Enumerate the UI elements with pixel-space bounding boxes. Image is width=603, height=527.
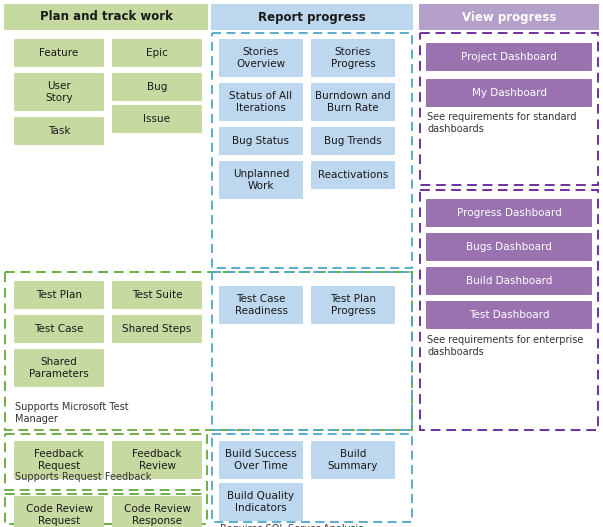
FancyBboxPatch shape bbox=[219, 441, 303, 479]
Text: Burndown and
Burn Rate: Burndown and Burn Rate bbox=[315, 91, 391, 113]
Text: Requires SQL Server Analysis
Services and Reporting Services: Requires SQL Server Analysis Services an… bbox=[220, 524, 377, 527]
Bar bbox=[5, 434, 207, 490]
Text: Feature: Feature bbox=[39, 48, 78, 58]
Text: Test Dashboard: Test Dashboard bbox=[469, 310, 549, 320]
FancyBboxPatch shape bbox=[4, 4, 208, 30]
FancyBboxPatch shape bbox=[219, 83, 303, 121]
FancyBboxPatch shape bbox=[14, 73, 104, 111]
FancyBboxPatch shape bbox=[14, 117, 104, 145]
FancyBboxPatch shape bbox=[219, 127, 303, 155]
FancyBboxPatch shape bbox=[311, 286, 395, 324]
Text: Stories
Progress: Stories Progress bbox=[330, 47, 376, 69]
FancyBboxPatch shape bbox=[14, 496, 104, 527]
FancyBboxPatch shape bbox=[311, 83, 395, 121]
Text: Test Case
Readiness: Test Case Readiness bbox=[235, 294, 288, 316]
Bar bbox=[212, 33, 412, 268]
FancyBboxPatch shape bbox=[219, 483, 303, 521]
FancyBboxPatch shape bbox=[311, 441, 395, 479]
FancyBboxPatch shape bbox=[426, 301, 592, 329]
Text: Bugs Dashboard: Bugs Dashboard bbox=[466, 242, 552, 252]
Text: Shared
Parameters: Shared Parameters bbox=[29, 357, 89, 379]
Text: Code Review
Request: Code Review Request bbox=[25, 504, 92, 526]
FancyBboxPatch shape bbox=[311, 39, 395, 77]
Text: Report progress: Report progress bbox=[258, 11, 366, 24]
FancyBboxPatch shape bbox=[211, 4, 413, 30]
Text: Plan and track work: Plan and track work bbox=[40, 11, 172, 24]
FancyBboxPatch shape bbox=[112, 281, 202, 309]
Text: Bug: Bug bbox=[147, 82, 167, 92]
Text: Code Review
Response: Code Review Response bbox=[124, 504, 191, 526]
FancyBboxPatch shape bbox=[311, 161, 395, 189]
FancyBboxPatch shape bbox=[219, 39, 303, 77]
FancyBboxPatch shape bbox=[14, 315, 104, 343]
FancyBboxPatch shape bbox=[426, 79, 592, 107]
Bar bbox=[420, 190, 598, 430]
FancyBboxPatch shape bbox=[14, 39, 104, 67]
Text: Test Plan: Test Plan bbox=[36, 290, 82, 300]
FancyBboxPatch shape bbox=[426, 267, 592, 295]
Text: User
Story: User Story bbox=[45, 81, 73, 103]
FancyBboxPatch shape bbox=[419, 4, 599, 30]
Text: Bug Trends: Bug Trends bbox=[324, 136, 382, 146]
FancyBboxPatch shape bbox=[426, 199, 592, 227]
FancyBboxPatch shape bbox=[311, 127, 395, 155]
Bar bbox=[420, 33, 598, 185]
Text: Reactivations: Reactivations bbox=[318, 170, 388, 180]
Text: Test Case: Test Case bbox=[34, 324, 84, 334]
Text: Build Success
Over Time: Build Success Over Time bbox=[225, 449, 297, 471]
Text: Unplanned
Work: Unplanned Work bbox=[233, 169, 289, 191]
FancyBboxPatch shape bbox=[112, 39, 202, 67]
Text: Status of All
Iterations: Status of All Iterations bbox=[229, 91, 292, 113]
Text: Project Dashboard: Project Dashboard bbox=[461, 52, 557, 62]
FancyBboxPatch shape bbox=[112, 441, 202, 479]
Text: Issue: Issue bbox=[144, 114, 171, 124]
Text: Build Quality
Indicators: Build Quality Indicators bbox=[227, 491, 294, 513]
FancyBboxPatch shape bbox=[219, 286, 303, 324]
Bar bbox=[212, 272, 412, 430]
Text: Build Dashboard: Build Dashboard bbox=[466, 276, 552, 286]
FancyBboxPatch shape bbox=[14, 441, 104, 479]
Text: Progress Dashboard: Progress Dashboard bbox=[456, 208, 561, 218]
Text: Supports Request Feedback: Supports Request Feedback bbox=[15, 472, 151, 482]
Text: My Dashboard: My Dashboard bbox=[472, 88, 546, 98]
Bar bbox=[212, 434, 412, 522]
Text: Feedback
Request: Feedback Request bbox=[34, 449, 84, 471]
FancyBboxPatch shape bbox=[14, 349, 104, 387]
Text: Shared Steps: Shared Steps bbox=[122, 324, 192, 334]
FancyBboxPatch shape bbox=[112, 73, 202, 101]
Text: Build
Summary: Build Summary bbox=[328, 449, 378, 471]
Text: Stories
Overview: Stories Overview bbox=[236, 47, 286, 69]
FancyBboxPatch shape bbox=[112, 315, 202, 343]
Bar bbox=[5, 494, 207, 524]
Text: See requirements for enterprise
dashboards: See requirements for enterprise dashboar… bbox=[427, 335, 583, 357]
Text: Epic: Epic bbox=[146, 48, 168, 58]
FancyBboxPatch shape bbox=[426, 43, 592, 71]
Text: Bug Status: Bug Status bbox=[233, 136, 289, 146]
Bar bbox=[5, 272, 412, 430]
Text: View progress: View progress bbox=[462, 11, 556, 24]
Text: Supports Microsoft Test
Manager: Supports Microsoft Test Manager bbox=[15, 402, 128, 424]
FancyBboxPatch shape bbox=[112, 496, 202, 527]
FancyBboxPatch shape bbox=[219, 161, 303, 199]
Text: See requirements for standard
dashboards: See requirements for standard dashboards bbox=[427, 112, 576, 134]
FancyBboxPatch shape bbox=[14, 281, 104, 309]
Text: Feedback
Review: Feedback Review bbox=[132, 449, 182, 471]
FancyBboxPatch shape bbox=[112, 105, 202, 133]
Text: Test Suite: Test Suite bbox=[131, 290, 182, 300]
FancyBboxPatch shape bbox=[426, 233, 592, 261]
Text: Task: Task bbox=[48, 126, 71, 136]
Text: Test Plan
Progress: Test Plan Progress bbox=[330, 294, 376, 316]
